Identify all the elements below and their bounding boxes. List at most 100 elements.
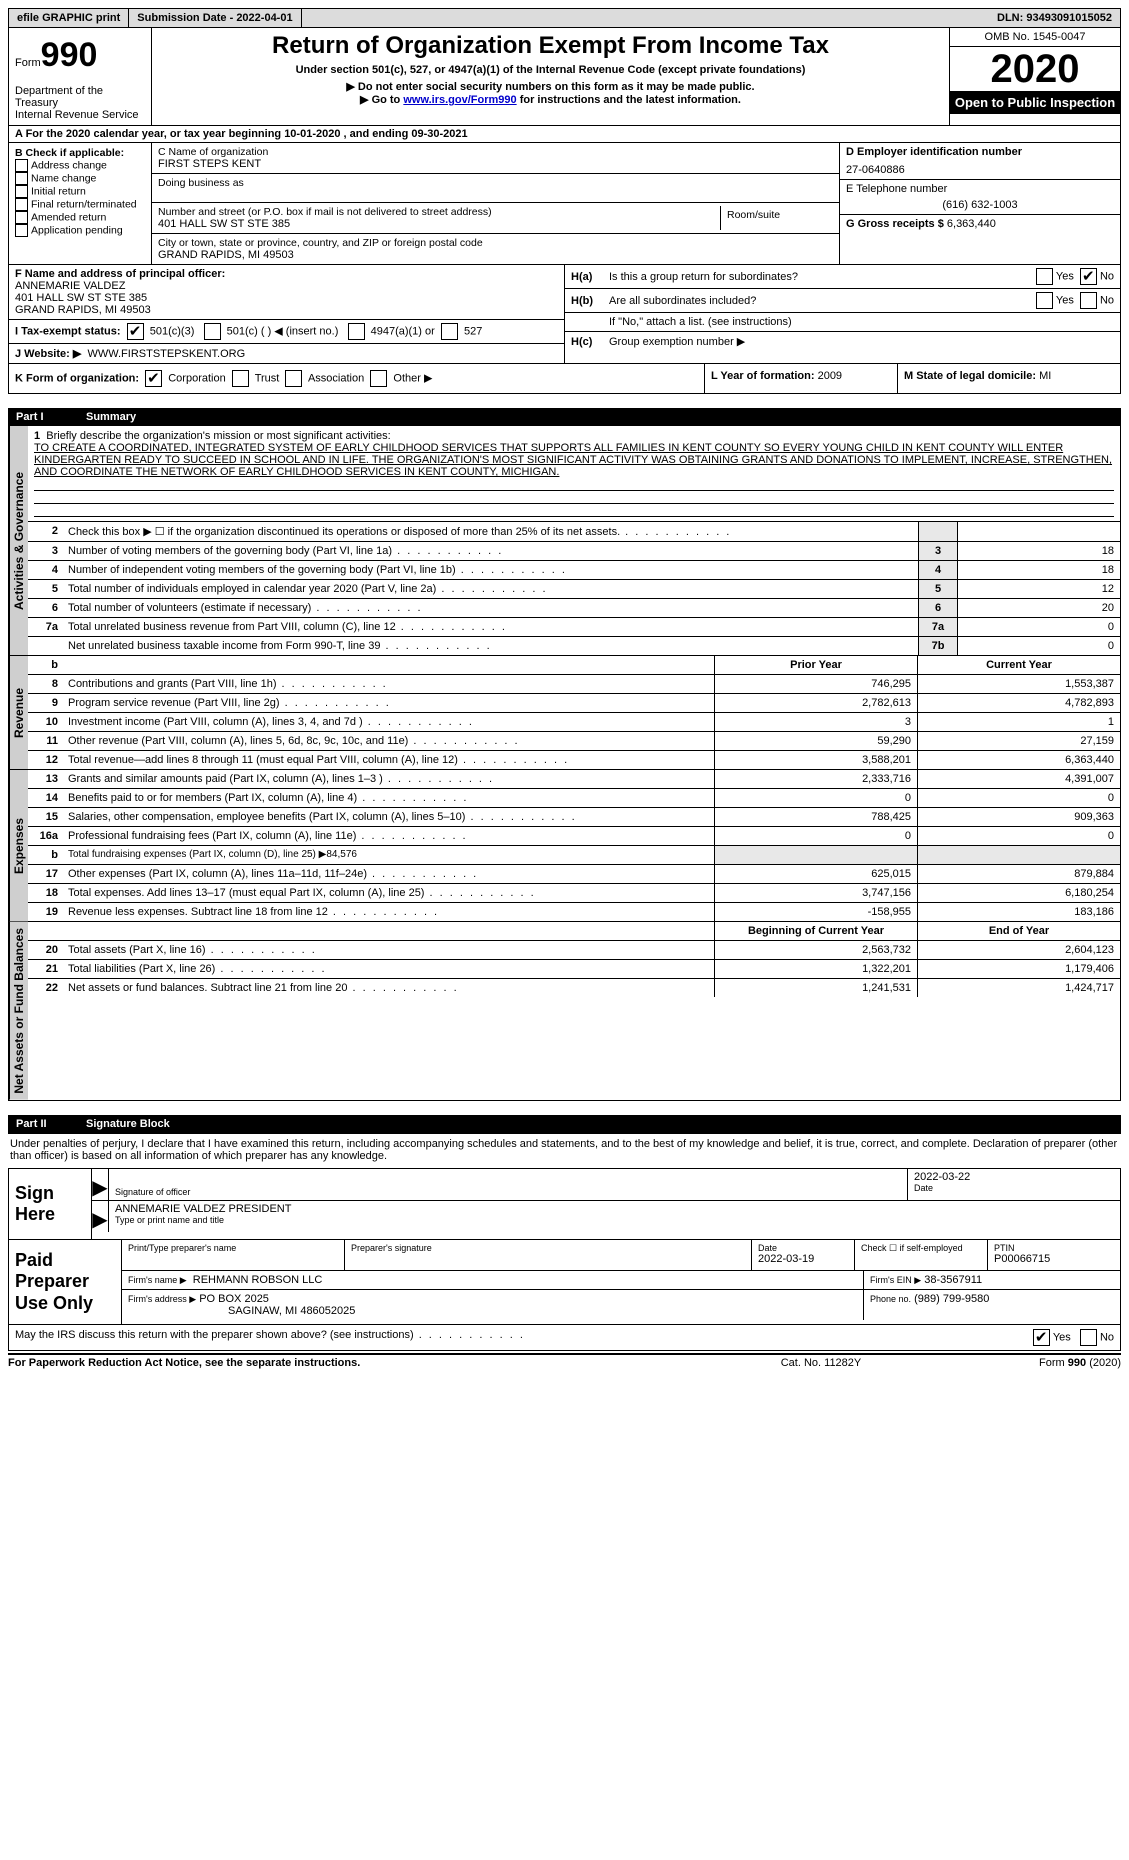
box-l: L Year of formation: 2009 bbox=[705, 364, 898, 393]
prep-self-employed[interactable]: Check ☐ if self-employed bbox=[855, 1240, 988, 1270]
ag-line: 4Number of independent voting members of… bbox=[28, 561, 1120, 580]
irs-link[interactable]: www.irs.gov/Form990 bbox=[403, 94, 516, 106]
chk-501c[interactable] bbox=[204, 323, 221, 340]
top-bar: efile GRAPHIC print Submission Date - 20… bbox=[8, 8, 1121, 28]
row-a-tax-year: A For the 2020 calendar year, or tax yea… bbox=[8, 126, 1121, 143]
fin-line: 22Net assets or fund balances. Subtract … bbox=[28, 979, 1120, 997]
discuss-no[interactable] bbox=[1080, 1329, 1097, 1346]
expenses-block: Expenses 13Grants and similar amounts pa… bbox=[8, 770, 1121, 922]
fin-line: 14Benefits paid to or for members (Part … bbox=[28, 789, 1120, 808]
h-c: H(c) Group exemption number ▶ bbox=[565, 332, 1120, 351]
sign-here-label: Sign Here bbox=[9, 1169, 92, 1239]
firm-phone: Phone no. (989) 799-9580 bbox=[864, 1290, 1120, 1320]
chk-name-change[interactable]: Name change bbox=[15, 172, 145, 185]
hb-no[interactable] bbox=[1080, 292, 1097, 309]
irs: Internal Revenue Service bbox=[15, 109, 145, 121]
chk-trust[interactable] bbox=[232, 370, 249, 387]
prep-name-hdr: Print/Type preparer's name bbox=[122, 1240, 345, 1270]
ssn-note: ▶ Do not enter social security numbers o… bbox=[160, 80, 941, 93]
fin-line: 9Program service revenue (Part VIII, lin… bbox=[28, 694, 1120, 713]
box-i-tax-exempt: I Tax-exempt status: 501(c)(3) 501(c) ( … bbox=[9, 320, 564, 344]
form-subtitle: Under section 501(c), 527, or 4947(a)(1)… bbox=[160, 64, 941, 76]
org-address: 401 HALL SW ST STE 385 bbox=[158, 218, 720, 230]
submission-date: Submission Date - 2022-04-01 bbox=[129, 9, 301, 27]
fin-line: bTotal fundraising expenses (Part IX, co… bbox=[28, 846, 1120, 865]
penalties-text: Under penalties of perjury, I declare th… bbox=[8, 1133, 1121, 1166]
chk-other[interactable] bbox=[370, 370, 387, 387]
section-fhi: F Name and address of principal officer:… bbox=[8, 265, 1121, 364]
row-klm: K Form of organization: Corporation Trus… bbox=[8, 364, 1121, 394]
vtab-expenses: Expenses bbox=[9, 770, 28, 921]
fin-line: 12Total revenue—add lines 8 through 11 (… bbox=[28, 751, 1120, 769]
revenue-block: Revenue b Prior Year Current Year 8Contr… bbox=[8, 656, 1121, 770]
fin-line: 13Grants and similar amounts paid (Part … bbox=[28, 770, 1120, 789]
chk-application-pending[interactable]: Application pending bbox=[15, 224, 145, 237]
h-b-note: If "No," attach a list. (see instruction… bbox=[565, 313, 1120, 332]
page-footer: For Paperwork Reduction Act Notice, see … bbox=[8, 1353, 1121, 1369]
firm-name: Firm's name ▶ REHMANN ROBSON LLC bbox=[122, 1271, 864, 1289]
officer-signature[interactable]: Signature of officer bbox=[109, 1169, 908, 1200]
chk-amended-return[interactable]: Amended return bbox=[15, 211, 145, 224]
goto-note: ▶ Go to www.irs.gov/Form990 for instruct… bbox=[160, 93, 941, 106]
chk-initial-return[interactable]: Initial return bbox=[15, 185, 145, 198]
box-m: M State of legal domicile: MI bbox=[898, 364, 1120, 393]
chk-4947[interactable] bbox=[348, 323, 365, 340]
chk-501c3[interactable] bbox=[127, 323, 144, 340]
form-title: Return of Organization Exempt From Incom… bbox=[160, 32, 941, 60]
box-k: K Form of organization: Corporation Trus… bbox=[9, 364, 705, 393]
firm-ein: Firm's EIN ▶ 38-3567911 bbox=[864, 1271, 1120, 1289]
ag-line: 3Number of voting members of the governi… bbox=[28, 542, 1120, 561]
firm-address: Firm's address ▶ PO BOX 2025 SAGINAW, MI… bbox=[122, 1290, 864, 1320]
box-c: C Name of organization FIRST STEPS KENT … bbox=[152, 143, 839, 264]
sig-arrow-icon: ▶ bbox=[92, 1169, 109, 1200]
discuss-yes[interactable] bbox=[1033, 1329, 1050, 1346]
sig-date: 2022-03-22 Date bbox=[908, 1169, 1120, 1200]
box-j-website: J Website: ▶ WWW.FIRSTSTEPSKENT.ORG bbox=[9, 344, 564, 363]
prep-date: Date2022-03-19 bbox=[752, 1240, 855, 1270]
mission-text: TO CREATE A COORDINATED, INTEGRATED SYST… bbox=[34, 442, 1112, 478]
fin-line: 15Salaries, other compensation, employee… bbox=[28, 808, 1120, 827]
ag-line: 7aTotal unrelated business revenue from … bbox=[28, 618, 1120, 637]
dept-treasury: Department of the Treasury bbox=[15, 85, 145, 109]
vtab-netassets: Net Assets or Fund Balances bbox=[9, 922, 28, 1100]
h-a: H(a) Is this a group return for subordin… bbox=[565, 265, 1120, 289]
chk-address-change[interactable]: Address change bbox=[15, 159, 145, 172]
box-b: B Check if applicable: Address change Na… bbox=[9, 143, 152, 264]
fin-line: 10Investment income (Part VIII, column (… bbox=[28, 713, 1120, 732]
activities-governance: Activities & Governance 1 Briefly descri… bbox=[8, 426, 1121, 656]
chk-final-return[interactable]: Final return/terminated bbox=[15, 198, 145, 211]
efile-label: efile GRAPHIC print bbox=[9, 9, 129, 27]
ein: 27-0640886 bbox=[846, 158, 1114, 176]
box-deg: D Employer identification number 27-0640… bbox=[839, 143, 1120, 264]
form-number: Form990 bbox=[15, 36, 145, 75]
ag-line: 5Total number of individuals employed in… bbox=[28, 580, 1120, 599]
hb-yes[interactable] bbox=[1036, 292, 1053, 309]
org-name: FIRST STEPS KENT bbox=[158, 158, 833, 170]
fin-line: 17Other expenses (Part IX, column (A), l… bbox=[28, 865, 1120, 884]
ha-yes[interactable] bbox=[1036, 268, 1053, 285]
sig-arrow-icon: ▶ bbox=[92, 1201, 109, 1232]
gross-receipts: G Gross receipts $ 6,363,440 bbox=[840, 215, 1120, 233]
fin-line: 16aProfessional fundraising fees (Part I… bbox=[28, 827, 1120, 846]
chk-corp[interactable] bbox=[145, 370, 162, 387]
chk-assoc[interactable] bbox=[285, 370, 302, 387]
paid-preparer-label: Paid Preparer Use Only bbox=[9, 1240, 122, 1325]
omb-number: OMB No. 1545-0047 bbox=[950, 28, 1120, 47]
prep-sig-hdr: Preparer's signature bbox=[345, 1240, 752, 1270]
officer-name: ANNEMARIE VALDEZ PRESIDENT Type or print… bbox=[109, 1201, 1120, 1232]
fin-line: 8Contributions and grants (Part VIII, li… bbox=[28, 675, 1120, 694]
ag-line: Net unrelated business taxable income fr… bbox=[28, 637, 1120, 655]
ag-line: 2Check this box ▶ ☐ if the organization … bbox=[28, 522, 1120, 542]
ha-no[interactable] bbox=[1080, 268, 1097, 285]
netassets-block: Net Assets or Fund Balances Beginning of… bbox=[8, 922, 1121, 1101]
chk-527[interactable] bbox=[441, 323, 458, 340]
form-header: Form990 Department of the Treasury Inter… bbox=[8, 28, 1121, 126]
org-city: GRAND RAPIDS, MI 49503 bbox=[158, 249, 833, 261]
open-public-badge: Open to Public Inspection bbox=[950, 91, 1120, 114]
phone: (616) 632-1003 bbox=[846, 195, 1114, 211]
paid-preparer-block: Paid Preparer Use Only Print/Type prepar… bbox=[8, 1240, 1121, 1326]
fin-line: 18Total expenses. Add lines 13–17 (must … bbox=[28, 884, 1120, 903]
h-b: H(b) Are all subordinates included? Yes … bbox=[565, 289, 1120, 313]
sign-here-block: Sign Here ▶ Signature of officer 2022-03… bbox=[8, 1168, 1121, 1240]
fin-line: 20Total assets (Part X, line 16)2,563,73… bbox=[28, 941, 1120, 960]
